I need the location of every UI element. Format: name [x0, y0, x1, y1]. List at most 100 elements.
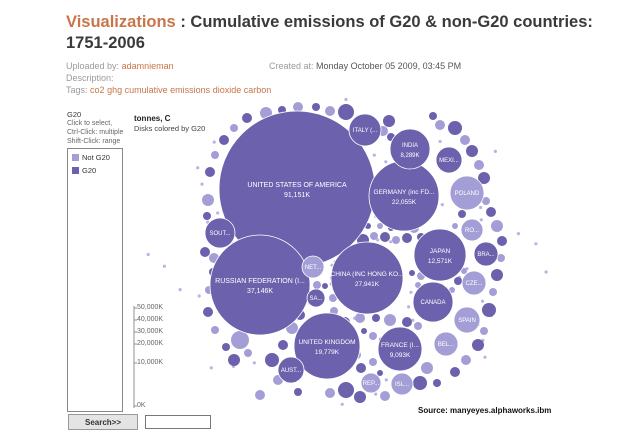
minor-bubble — [293, 102, 303, 112]
legend-swatch-not-g20 — [72, 154, 79, 161]
tag-link[interactable]: cumulative — [124, 85, 168, 95]
legend-listbox[interactable]: Not G20 G20 — [67, 148, 123, 412]
country-bubbles: UNITED STATES OF AMERICA 91,151K RUSSIAN F… — [204, 110, 499, 396]
bubble-india[interactable] — [389, 128, 431, 170]
bubble-label: CHINA (INC HONG KO... — [331, 271, 404, 278]
legend-item-g20[interactable]: G20 — [72, 166, 96, 175]
dot-bubble — [411, 318, 415, 322]
minor-bubble — [369, 332, 377, 340]
bubble-bel[interactable] — [433, 331, 459, 357]
bubble-label: CANADA — [420, 300, 445, 306]
bubble-value: 91,151K — [284, 192, 310, 199]
minor-bubble — [312, 103, 320, 111]
bubble-china-inc-hong-ko[interactable] — [330, 241, 404, 315]
dot-bubble — [481, 299, 485, 303]
minor-bubble — [482, 303, 496, 317]
dot-bubble — [440, 203, 444, 207]
uploaded-by: Uploaded by: adamnieman — [66, 61, 174, 71]
minor-bubble — [325, 106, 335, 116]
bubble-label: RUSSIAN FEDERATION (I... — [215, 278, 305, 285]
minor-bubble — [482, 197, 490, 205]
bubble-net[interactable] — [301, 255, 325, 279]
tag-link[interactable]: dioxide — [212, 85, 242, 95]
scale-tick: 20,000K — [137, 340, 164, 347]
tag-link[interactable]: emissions — [170, 85, 211, 95]
bubble-poland[interactable] — [449, 175, 485, 211]
minor-bubble — [325, 388, 335, 398]
dot-bubble — [384, 160, 388, 164]
visualization-title: Cumulative emissions of G20 & non-G20 co… — [66, 13, 593, 52]
bubble-france-i[interactable] — [377, 326, 423, 372]
minor-bubble — [383, 115, 395, 127]
search-input[interactable] — [145, 415, 211, 429]
bubble-russian-federation-i[interactable] — [209, 234, 311, 336]
tag-link[interactable]: ghg — [107, 85, 123, 95]
bubble-canada[interactable] — [412, 281, 454, 323]
bubble-isl[interactable] — [390, 372, 414, 396]
scale-tick: 40,000K — [137, 316, 164, 323]
minor-bubble — [433, 379, 441, 387]
bubble-label: POLAND — [455, 191, 480, 197]
bubble-sa[interactable] — [306, 288, 326, 308]
minor-bubble — [392, 236, 400, 244]
bubble-value: 12,571K — [428, 258, 453, 265]
bubble-label: INDIA — [402, 143, 418, 149]
visualizations-link[interactable]: Visualizations — [66, 13, 176, 31]
scale-tick: 30,000K — [137, 328, 164, 335]
minor-bubble — [454, 277, 462, 285]
bubble-cze[interactable] — [461, 270, 487, 296]
dot-bubble — [493, 149, 497, 153]
bubble-aust[interactable] — [277, 356, 305, 384]
bubble-united-kingdom[interactable] — [293, 312, 361, 380]
dot-bubble — [200, 182, 204, 186]
search-button[interactable]: Search>> — [68, 414, 138, 430]
dot-bubble — [409, 290, 413, 294]
bubble-sout[interactable] — [204, 217, 236, 249]
dot-bubble — [384, 378, 388, 382]
tag-link[interactable]: co2 — [90, 85, 105, 95]
minor-bubble — [402, 233, 412, 243]
uploader-link[interactable]: adamnieman — [121, 61, 174, 71]
minor-bubble — [205, 167, 215, 177]
legend-title: G20 — [67, 110, 82, 119]
minor-bubble — [355, 313, 365, 323]
bubble-label: ITALY (... — [353, 128, 378, 134]
minor-bubble — [294, 388, 302, 396]
size-scale — [133, 306, 137, 408]
bubble-ro[interactable] — [460, 218, 484, 242]
dot-bubble — [438, 139, 442, 144]
title-separator: : — [175, 13, 191, 31]
minor-bubble — [491, 269, 503, 281]
legend-swatch-g20 — [72, 167, 79, 174]
bubble-rep[interactable] — [360, 372, 382, 394]
legend-label: Not G20 — [82, 153, 110, 162]
bubble-value: 37,146K — [247, 288, 273, 295]
bubble-value: 22,055K — [392, 199, 417, 206]
bubble-germany-inc-fd[interactable] — [368, 160, 440, 232]
bubble-italy[interactable] — [348, 113, 382, 147]
bubble-label: GERMANY (inc FD... — [374, 189, 435, 196]
minor-bubble — [222, 343, 230, 351]
bubble-mexi[interactable] — [435, 146, 463, 174]
bubble-bra[interactable] — [473, 241, 499, 267]
scale-title: tonnes, C — [134, 114, 171, 123]
bubble-label: UNITED KINGDOM — [298, 339, 355, 346]
description-label: Description: — [66, 73, 114, 83]
bubble-label: JAPAN — [430, 248, 451, 255]
minor-bubble — [402, 317, 412, 327]
bubble-label: SA... — [309, 296, 322, 302]
dot-bubble — [389, 240, 393, 244]
dot-bubble — [212, 140, 216, 144]
minor-bubble — [203, 212, 211, 220]
dot-bubble — [483, 355, 487, 359]
dot-bubble — [344, 97, 348, 102]
dot-bubble — [252, 361, 256, 365]
uploaded-label: Uploaded by: — [66, 61, 120, 71]
dot-bubble — [479, 218, 483, 222]
bubble-spain[interactable] — [453, 306, 481, 334]
bubble-japan[interactable] — [413, 228, 467, 282]
legend-item-not-g20[interactable]: Not G20 — [72, 153, 110, 162]
tag-link[interactable]: carbon — [243, 85, 272, 95]
minor-bubble — [460, 135, 470, 145]
